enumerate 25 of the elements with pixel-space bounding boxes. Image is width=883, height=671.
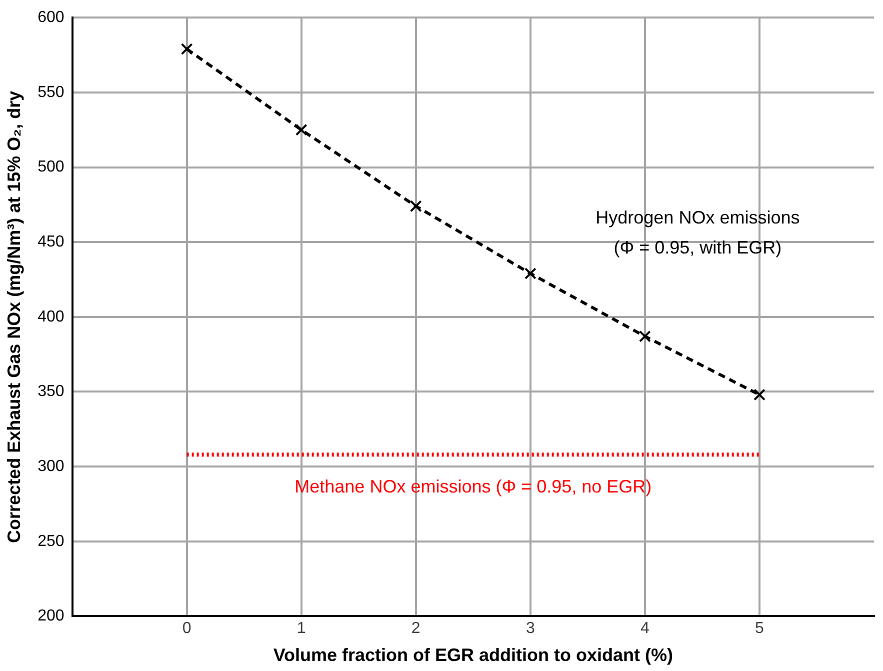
x-tick-label: 3	[526, 620, 535, 638]
y-tick-label: 200	[38, 608, 64, 625]
point	[754, 388, 766, 401]
y-tick-label: 300	[38, 458, 64, 475]
x-tick-label: 4	[640, 620, 650, 638]
text: Hydrogen NOx emissions (Φ = 0.95, with EGR)	[596, 208, 800, 258]
series-label: Methane NOx emissions (Φ = 0.95, no EGR)	[294, 476, 652, 497]
y-tick-label: 500	[38, 158, 64, 176]
y-axis-title: Corrected Exhaust Gas NOx (mg/Nm³) at 15% O₂, dry	[4, 90, 24, 543]
y-tick-label: 350	[38, 383, 64, 400]
y-tick-label: 400	[38, 308, 64, 326]
x-tick-label: 2	[411, 620, 420, 638]
y-tick-label: 450	[38, 233, 64, 250]
point	[524, 268, 536, 280]
y-tick-label: 600	[38, 9, 64, 26]
point	[295, 124, 308, 136]
x-tick-label: 0	[182, 620, 192, 638]
x-axis-title: Volume fraction of EGR addition to oxidant (%)	[273, 645, 673, 666]
y-tick-label: 550	[38, 84, 64, 101]
point	[180, 43, 193, 55]
point	[638, 330, 651, 342]
x-tick-label: 1	[296, 620, 306, 638]
point	[410, 200, 422, 212]
y-tick-label: 250	[38, 532, 64, 550]
x-tick-label: 5	[755, 620, 764, 638]
